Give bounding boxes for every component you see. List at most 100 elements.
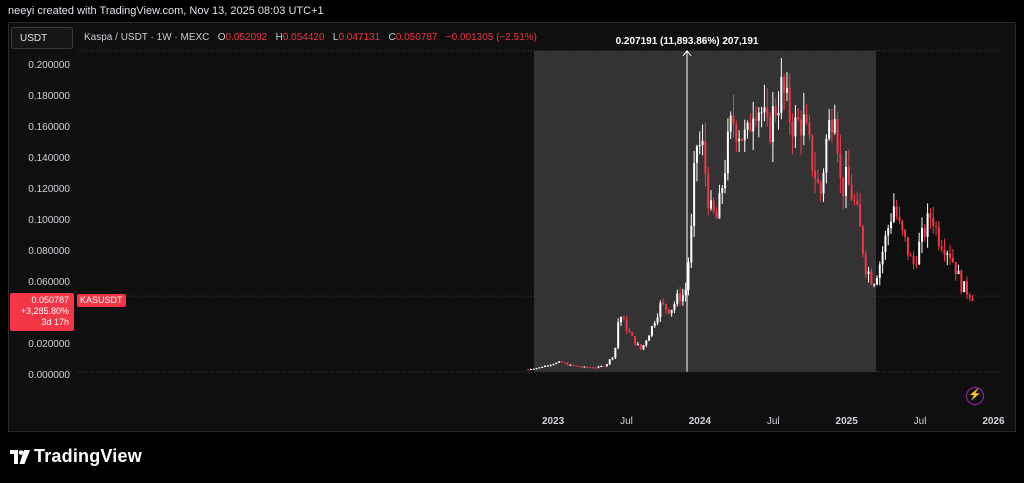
candle-body [650,326,653,336]
candle-body [853,199,856,201]
x-tick-label: 2025 [836,416,859,427]
candle-body [785,87,788,93]
currency-selector[interactable]: USDT [11,27,73,49]
candle-body [653,323,656,327]
candle-body [906,236,909,256]
y-tick-label: 0.120000 [28,184,70,195]
legend-title: Kaspa / USDT · 1W · MEXC [84,32,210,43]
candle-body [603,366,606,368]
candle-body [619,316,622,323]
candle-body [631,332,634,337]
candle-body [887,228,890,236]
current-price-tag: 0.050787 +3,285.80% 3d 17h [10,293,74,331]
candle-body [904,229,907,237]
candle-body [642,345,645,350]
candle-body [794,117,797,137]
candle-body [797,117,800,120]
candle-body [625,319,628,332]
candle-body [816,178,819,183]
candle-body [755,118,758,121]
candle-body [954,262,957,275]
candle-body [735,124,738,142]
candle-body [777,112,780,116]
lightning-icon[interactable]: ⚡ [966,387,984,405]
candle-body [909,255,912,257]
candle-body [867,271,870,274]
measure-label: 0.207191 (11,893.86%) 207,191 [616,36,759,47]
x-tick-label: 2024 [689,416,712,427]
candle-body [558,361,561,363]
candle-body [684,290,687,296]
candle-body [915,263,918,265]
candle-body [901,220,904,230]
candle-body [681,295,684,302]
chart-credit: neeyi created with TradingView.com, Nov … [8,5,324,17]
candle-body [878,264,881,279]
candle-body [895,206,898,217]
candle-body [808,123,811,136]
y-axis: 0.200000 0.180000 0.160000 0.140000 0.120000… [28,60,70,381]
candle-body [912,255,915,264]
candle-body [769,117,772,142]
candle-body [704,140,707,174]
low-label: L [332,32,339,43]
y-tick-label: 0.200000 [28,60,70,71]
candle-body [836,118,839,154]
candle-body [968,294,971,299]
candle-body [873,284,876,286]
candle-body [918,241,921,265]
top-bar: neeyi created with TradingView.com, Nov … [0,0,1024,22]
candle-body [549,364,552,366]
candle-body [839,153,842,178]
candle-body [538,367,541,369]
candle-body [574,365,577,367]
candle-body [923,227,926,237]
candle-body [842,177,845,196]
measure-arrowhead [682,50,692,57]
high-value: 0.054420 [282,32,325,43]
candle-layer [527,58,974,371]
candle-body [676,293,679,304]
candle-body [884,235,887,252]
candle-body [687,262,690,291]
candle-body [732,115,735,125]
current-price: 0.050787 [31,295,69,305]
candle-body [535,368,538,370]
close-label: C [388,32,396,43]
candle-body [881,251,884,265]
y-tick-label: 0.000000 [28,370,70,381]
candle-body [721,188,724,194]
candle-body [760,112,763,114]
candle-body [932,218,935,227]
candle-body [698,144,701,147]
candle-body [811,135,814,171]
candle-body [740,138,743,141]
measure-range-box[interactable] [534,50,877,372]
candle-body [591,367,594,369]
price-change-percent: +3,285.80% [20,306,69,316]
candle-body [594,367,597,369]
candle-body [738,138,741,142]
low-value: 0.047131 [338,32,381,43]
candle-body [892,206,895,222]
candle-body [946,253,949,255]
candle-body [544,365,547,368]
candle-body [845,166,848,196]
candle-body [822,172,825,194]
candle-body [636,344,639,346]
candle-body [746,122,749,130]
candle-body [572,364,575,366]
candle-body [701,140,704,145]
x-tick-label: 2026 [982,416,1005,427]
candle-body [605,364,608,367]
candle-body [659,302,662,318]
candle-body [951,257,954,263]
candle-body [707,173,710,209]
candle-body [788,87,791,123]
x-tick-label: 2023 [542,416,565,427]
y-tick-label: 0.100000 [28,215,70,226]
y-tick-label: 0.140000 [28,153,70,164]
candle-body [763,107,766,113]
y-tick-label: 0.080000 [28,246,70,257]
